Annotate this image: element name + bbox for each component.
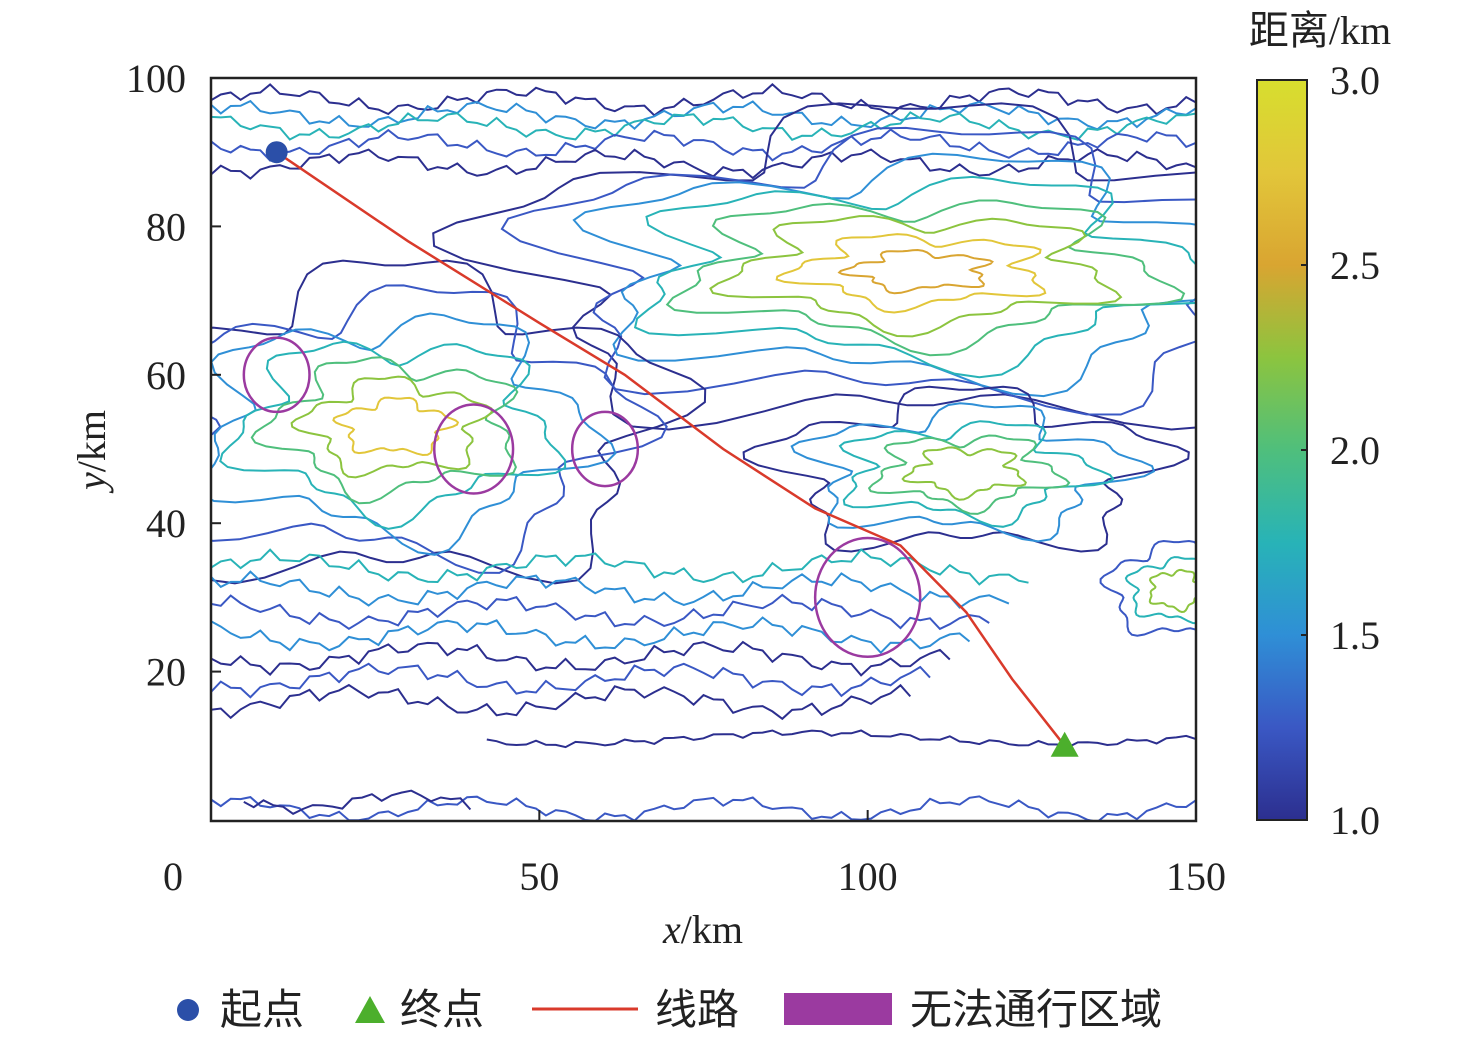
x-tick-label: 50 (519, 854, 559, 899)
contour-line (211, 128, 1196, 162)
legend-zone-swatch (784, 993, 892, 1025)
contour-line (211, 662, 931, 699)
contour-line (633, 175, 1196, 379)
contour-line (1099, 539, 1196, 637)
route-layer (265, 141, 1079, 757)
contour-line (211, 548, 1029, 586)
contour-line (742, 385, 1190, 553)
legend-route-label: 线路 (655, 988, 739, 1034)
colorbar-tick-label: 3.0 (1330, 58, 1380, 103)
no-pass-zones (242, 336, 922, 659)
no-pass-zone (813, 536, 922, 659)
contour-line (709, 215, 1123, 338)
contour-line (219, 340, 567, 530)
legend-zone-label: 无法通行区域 (910, 988, 1162, 1034)
contour-line (837, 248, 994, 295)
y-tick-label: 100 (126, 56, 186, 101)
legend-start-marker (177, 999, 199, 1021)
contour-line (211, 616, 971, 655)
contour-line (211, 83, 1196, 117)
contour-line (665, 199, 1186, 357)
contour-line (211, 148, 1196, 180)
no-pass-zone (570, 410, 640, 488)
contour-line (775, 233, 1047, 314)
colorbar-gradient (1256, 79, 1308, 821)
y-axis: 20 40 60 80 100 (126, 56, 221, 695)
legend-start-label: 起点 (220, 988, 304, 1034)
no-pass-zone (433, 403, 515, 495)
contour-line (211, 570, 1010, 609)
contour-line (486, 729, 1196, 749)
legend-end-marker (355, 996, 385, 1023)
no-pass-zone (242, 336, 311, 414)
y-tick-label: 40 (146, 501, 186, 546)
colorbar: 距离/km 1.0 1.5 2.0 2.5 3.0 (1249, 8, 1391, 843)
contour-lines (211, 83, 1196, 821)
end-point-marker (1050, 731, 1079, 757)
contour-line (838, 420, 1115, 528)
contour-line (332, 396, 460, 457)
x-tick-label: 100 (838, 854, 898, 899)
y-tick-label: 20 (146, 650, 186, 695)
colorbar-tick-label: 2.5 (1330, 243, 1380, 288)
legend: 起点 终点 线路 无法通行区域 (177, 988, 1162, 1034)
contour-line (790, 402, 1156, 543)
contour-line (211, 259, 707, 585)
contour-line (572, 152, 1196, 398)
contour-line (1148, 568, 1196, 614)
contour-line (211, 683, 912, 721)
contour-line (211, 795, 1196, 821)
colorbar-tick-label: 1.5 (1330, 613, 1380, 658)
x-axis-title: x/km (662, 907, 743, 952)
plot-frame (209, 76, 1198, 823)
contour-line (211, 593, 990, 631)
contour-line (211, 640, 951, 677)
y-axis-title: y/km (69, 410, 114, 494)
colorbar-tick-label: 2.0 (1330, 428, 1380, 473)
y-tick-label: 60 (146, 353, 186, 398)
contour-line (211, 99, 1196, 131)
contour-line (211, 111, 1196, 142)
x-axis: 0 50 100 150 (163, 810, 1226, 899)
route-line (275, 151, 1066, 747)
y-tick-label: 80 (146, 204, 186, 249)
x-tick-label: 0 (163, 854, 183, 899)
colorbar-title: 距离/km (1249, 8, 1391, 53)
contour-line (211, 312, 617, 556)
legend-end-label: 终点 (400, 988, 484, 1034)
colorbar-tick-label: 1.0 (1330, 798, 1380, 843)
contour-line (1124, 556, 1196, 625)
contour-line (901, 446, 1027, 501)
contour-line (250, 356, 519, 505)
contour-line (867, 434, 1071, 515)
contour-line (243, 789, 472, 815)
start-point-marker (265, 141, 288, 164)
x-tick-label: 150 (1166, 854, 1226, 899)
contour-line (432, 102, 1196, 431)
